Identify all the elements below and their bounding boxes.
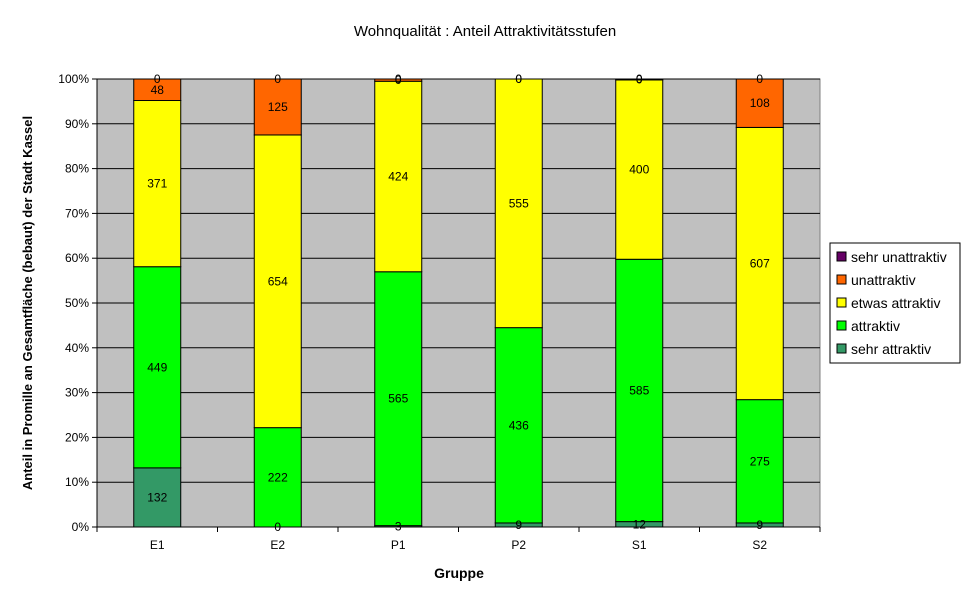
axes: 0% 10% 20% 30% 40% 50% 60% 70% 80% 90% 100% E1 E2 P1 P… [58,72,821,552]
data-label: 0 [756,72,763,86]
data-label: 555 [509,196,529,210]
legend-box [829,242,961,364]
bar-segment [615,79,664,260]
data-label: 565 [388,392,408,406]
legend-label: sehr unattraktiv [851,249,947,265]
chart-title: Wohnqualität : Anteil Attraktivitätsstuf… [354,23,616,40]
bars [133,78,784,528]
y-tick-label: 60% [65,251,89,265]
x-tick-label: E1 [150,538,165,552]
legend-label: unattraktiv [851,272,916,288]
bar-segment [374,78,423,82]
data-label: 9 [756,518,763,532]
data-label: 0 [154,72,161,86]
data-label: 3 [395,519,402,533]
data-label: 132 [147,490,167,504]
legend-label: etwas attraktiv [851,295,940,311]
y-tick-label: 70% [65,206,89,220]
legend-swatch [836,274,847,285]
data-label: 424 [388,170,408,184]
bar-segment [133,266,182,469]
data-label: 0 [515,72,522,86]
y-tick-label: 100% [58,72,89,86]
y-tick-label: 20% [65,430,89,444]
y-tick-label: 30% [65,386,89,400]
bar-segment [133,78,182,102]
data-label: 436 [509,418,529,432]
data-label: 108 [750,96,770,110]
bar-segment [494,78,543,329]
data-labels: 1324493714800222654125035654240094365550… [147,72,770,534]
y-tick-label: 90% [65,117,89,131]
x-axis-title: Gruppe [434,565,484,581]
data-label: 0 [636,72,643,86]
bar-segment [735,399,784,524]
legend-swatch [836,320,847,331]
data-label: 400 [629,163,649,177]
y-tick-label: 50% [65,296,89,310]
legend-swatch [836,343,847,354]
y-axis-title: Anteil in Promille an Gesamtfläche (beba… [20,116,35,490]
bar-segment [253,427,302,528]
data-label: 0 [395,72,402,86]
bar-segment [735,78,784,128]
bar-segment [615,78,664,81]
x-tick-label: P2 [511,538,526,552]
bar-segment [133,467,182,528]
data-label: 48 [151,83,165,97]
legend-label: attraktiv [851,318,900,334]
data-label: 0 [636,72,643,86]
bar-segment [374,80,423,273]
gridlines [97,78,820,483]
data-label: 0 [515,72,522,86]
data-label: 0 [395,73,402,87]
legend: sehr unattraktiv unattraktiv etwas attrakt… [829,242,961,364]
x-tick-label: E2 [270,538,285,552]
data-label: 371 [147,177,167,191]
x-tick-label: S1 [632,538,647,552]
data-label: 654 [268,274,288,288]
legend-swatch [836,251,847,262]
bar-segment [133,100,182,268]
y-tick-label: 40% [65,341,89,355]
bar-segment [494,327,543,524]
y-tick-label: 10% [65,475,89,489]
data-label: 607 [750,257,770,271]
data-label: 585 [629,383,649,397]
data-label: 125 [268,100,288,114]
legend-label: sehr attraktiv [851,341,931,357]
x-tick-label: P1 [391,538,406,552]
data-label: 275 [750,454,770,468]
data-label: 0 [274,72,281,86]
y-tick-label: 0% [72,520,90,534]
data-label: 449 [147,360,167,374]
data-label: 222 [268,470,288,484]
data-label: 12 [633,517,647,531]
y-tick-label: 80% [65,162,89,176]
bar-segment [253,78,302,136]
x-tick-label: S2 [752,538,767,552]
data-label: 9 [515,518,522,532]
bar-segment [253,134,302,429]
bar-segment [374,271,423,527]
legend-swatch [836,297,847,308]
